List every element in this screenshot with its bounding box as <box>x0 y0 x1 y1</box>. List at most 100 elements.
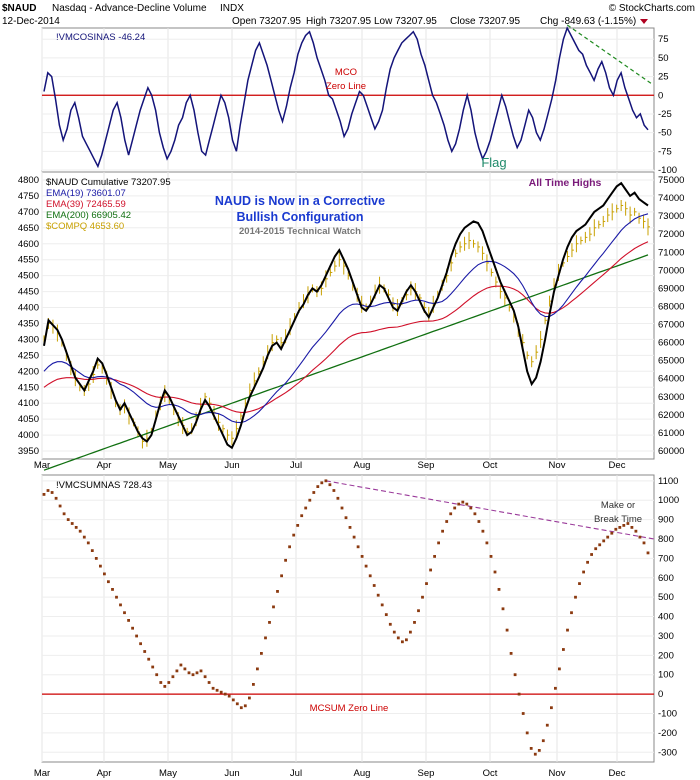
price-axis-tick: 4650 <box>18 223 39 234</box>
price-axis-tick: 4300 <box>18 334 39 345</box>
month-tick-label: Sep <box>418 768 435 779</box>
mcsum-point <box>78 529 82 533</box>
mcsum-point <box>199 669 203 673</box>
mcsum-axis-tick: 1000 <box>658 495 679 506</box>
month-tick-label: Nov <box>549 460 566 471</box>
mcsum-point <box>392 630 396 634</box>
mcsum-point <box>634 529 638 533</box>
flag-annotation: Flag <box>481 155 506 170</box>
cumulative-axis-tick: 72000 <box>658 229 684 240</box>
mcsum-point <box>167 681 171 684</box>
mcsum-point <box>332 489 336 492</box>
mcsum-point <box>388 622 392 626</box>
mcsum-point <box>537 749 541 752</box>
mcsum-point <box>590 553 593 556</box>
ema39-legend: EMA(39) 72465.59 <box>46 199 126 210</box>
cumulative-axis-tick: 70000 <box>658 265 684 276</box>
mcsum-point <box>489 555 493 558</box>
mcsum-point <box>570 611 573 615</box>
mcsum-point <box>151 665 155 669</box>
mcsum-point <box>441 529 444 533</box>
mcsum-point <box>155 673 159 677</box>
mcsum-axis-tick: 200 <box>658 650 674 661</box>
mcsum-point <box>231 698 235 702</box>
mcsum-point <box>529 747 533 750</box>
ema19-legend: EMA(19) 73601.07 <box>46 188 126 199</box>
mcsum-point <box>618 526 622 529</box>
open-value: Open 73207.95 <box>232 16 301 27</box>
mcsum-point <box>562 648 565 651</box>
month-tick-label: May <box>159 768 177 779</box>
month-tick-label: Aug <box>354 768 371 779</box>
mcsum-point <box>211 686 215 690</box>
mcsum-point <box>533 752 537 756</box>
mcsum-point <box>179 663 183 667</box>
mco-axis-tick: -25 <box>658 109 672 120</box>
price-axis-tick: 4050 <box>18 414 39 425</box>
headline-line2: Bullish Configuration <box>236 210 363 224</box>
mcsum-point <box>574 595 577 599</box>
mcsum-point <box>622 524 626 527</box>
month-tick-label: May <box>159 460 177 471</box>
mcsum-point <box>74 526 78 529</box>
mcsum-point <box>626 522 630 525</box>
mcsum-point <box>86 541 90 545</box>
mcsum-point <box>417 609 420 613</box>
zero-line-annotation: Zero Line <box>326 81 366 92</box>
watermark: © StockCharts.com <box>609 3 695 14</box>
mcsum-point <box>280 574 283 578</box>
mcsum-point <box>364 564 368 568</box>
mcsum-point <box>252 683 255 686</box>
mcsum-point <box>147 657 151 661</box>
mcsum-point <box>260 652 263 655</box>
mcsum-point <box>638 535 642 539</box>
mcsum-axis-tick: 0 <box>658 689 663 700</box>
mcsum-point <box>594 547 598 551</box>
mcsum-point <box>175 669 179 673</box>
cumulative-axis-tick: 60000 <box>658 446 684 457</box>
mcsum-point <box>187 671 191 675</box>
mcsum-point <box>203 675 207 679</box>
mcsum-point <box>288 545 291 549</box>
mcsum-point <box>159 681 163 684</box>
mcsum-point <box>558 667 561 671</box>
low-value: Low 73207.95 <box>374 16 437 27</box>
mcsum-point <box>521 712 525 715</box>
mcsum-axis-tick: 300 <box>658 631 674 642</box>
month-tick-label: Jul <box>290 768 302 779</box>
mcsum-point <box>163 685 167 688</box>
mcsum-point <box>376 593 380 597</box>
mcsum-point <box>477 520 481 523</box>
mcsum-axis-tick: 900 <box>658 515 674 526</box>
mcsum-point <box>207 681 211 684</box>
mcsum-point <box>344 516 348 520</box>
bottom-panel-frame <box>41 474 655 763</box>
mcsum-point <box>111 588 114 591</box>
mcsum-point <box>195 671 199 675</box>
price-axis-tick: 4250 <box>18 350 39 361</box>
price-axis-tick: 4100 <box>18 398 39 409</box>
mcsum-point <box>62 512 66 516</box>
mcsum-point <box>380 603 384 607</box>
month-tick-label: Dec <box>609 460 626 471</box>
mcsum-point <box>256 667 259 671</box>
mcsum-axis-tick: 1100 <box>658 476 678 487</box>
mcsum-point <box>493 570 497 574</box>
price-axis-tick: 4750 <box>18 191 39 202</box>
price-axis-tick: 4500 <box>18 271 39 282</box>
break-time-label: Break Time <box>594 514 642 525</box>
mco-axis-tick: -50 <box>658 128 672 139</box>
mcsum-point <box>550 706 553 710</box>
mcsum-point <box>42 493 46 496</box>
mcsum-point <box>119 603 122 607</box>
mcsum-point <box>541 739 545 743</box>
mcsum-point <box>437 541 440 545</box>
mcsum-point <box>606 535 610 539</box>
mcsum-point <box>433 555 436 558</box>
change-value: Chg -849.63 (-1.15%) <box>540 16 636 27</box>
price-axis-tick: 4800 <box>18 175 39 186</box>
mcsum-point <box>276 590 279 593</box>
mcsum-point <box>485 541 489 545</box>
mcsum-point <box>578 582 581 585</box>
mcsum-axis-tick: -200 <box>658 728 677 739</box>
